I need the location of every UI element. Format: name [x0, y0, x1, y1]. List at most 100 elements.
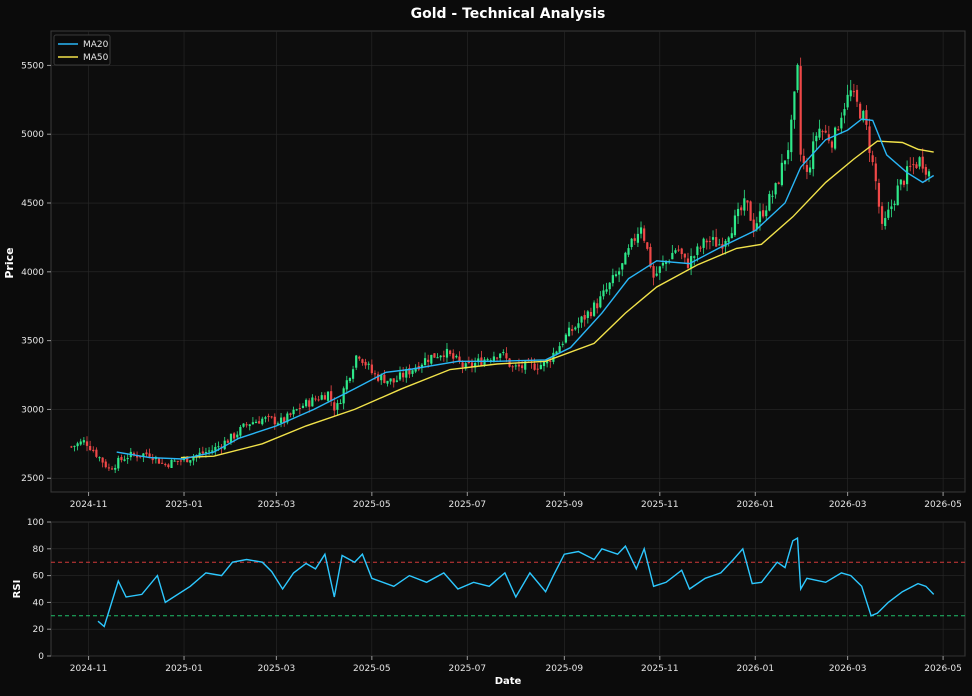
candle-body — [495, 357, 499, 359]
candle-body — [198, 452, 201, 455]
candle-body — [351, 369, 355, 379]
candle-body — [680, 248, 683, 255]
candle-body — [621, 263, 624, 270]
candle-body — [110, 468, 114, 470]
rsi-x-tick-label: 2025-01 — [165, 664, 203, 674]
candle-body — [871, 155, 874, 163]
rsi-x-tick-label: 2026-05 — [924, 664, 962, 674]
x-axis-label: Date — [495, 676, 522, 687]
candle-body — [693, 256, 696, 258]
price-plot-area — [50, 30, 966, 493]
candle-body — [502, 351, 505, 353]
candle-body — [921, 156, 924, 169]
candle-body — [70, 446, 73, 448]
candle-body — [711, 237, 715, 240]
candle-body — [370, 364, 373, 374]
candle-body — [859, 103, 862, 119]
candle-body — [358, 356, 361, 359]
candle-body — [317, 399, 320, 401]
rsi-y-tick-label: 20 — [33, 625, 45, 635]
candle-body — [674, 250, 677, 253]
candle-body — [311, 397, 314, 407]
candle-body — [708, 240, 711, 242]
price-x-tick-label: 2025-05 — [353, 500, 391, 510]
candle-body — [865, 110, 868, 125]
candle-body — [880, 206, 884, 224]
candle-body — [736, 208, 740, 217]
candle-body — [292, 409, 295, 415]
candle-body — [646, 242, 649, 249]
price-x-tick-label: 2026-03 — [829, 500, 867, 510]
candle-body — [339, 403, 342, 405]
price-y-axis-label: Price — [3, 247, 16, 278]
rsi-x-ticks: 2024-11 2025-01 2025-03 2025-05 2025-07 2025-… — [70, 656, 962, 674]
candle-body — [893, 203, 896, 206]
candle-body — [661, 262, 665, 266]
price-panel: 2500 3000 3500 4000 4500 5000 5500 2024-11 2025… — [3, 30, 966, 510]
candle-body — [348, 378, 352, 382]
candle-body — [896, 185, 899, 206]
candle-body — [157, 458, 161, 464]
candle-body — [229, 433, 233, 443]
candle-body — [912, 164, 915, 166]
candle-body — [639, 227, 643, 234]
candle-body — [599, 296, 602, 308]
candle-body — [204, 452, 208, 454]
candle-body — [176, 460, 179, 462]
candle-body — [915, 164, 918, 169]
candle-body — [145, 452, 148, 455]
price-y-tick-label: 4500 — [21, 199, 44, 209]
candle-body — [477, 358, 480, 363]
candle-body — [448, 350, 452, 355]
candle-body — [107, 467, 111, 469]
rsi-grid — [51, 521, 965, 657]
candle-body — [439, 355, 442, 358]
candle-body — [305, 399, 308, 407]
candle-body — [664, 260, 668, 264]
candle-body — [715, 237, 718, 247]
candle-body — [236, 434, 239, 438]
candle-body — [696, 246, 699, 256]
price-y-tick-label: 5000 — [21, 130, 44, 140]
candle-body — [101, 457, 104, 463]
candle-body — [442, 355, 445, 357]
candle-body — [649, 246, 652, 267]
rsi-panel: 0 20 40 60 80 100 2024-11 2025-01 2025-03 2025-0… — [12, 518, 966, 687]
price-x-tick-label: 2024-11 — [70, 500, 108, 510]
candle-body — [333, 402, 336, 411]
candle-body — [117, 457, 120, 469]
candle-body — [567, 327, 571, 337]
rsi-x-tick-label: 2025-03 — [258, 664, 296, 674]
candle-body — [743, 198, 746, 211]
candle-body — [630, 238, 633, 248]
candle-body — [614, 274, 618, 277]
candle-body — [799, 66, 802, 155]
candle-body — [104, 461, 107, 468]
candle-body — [73, 445, 76, 447]
candle-body — [261, 418, 264, 425]
candle-body — [655, 273, 658, 276]
candle-body — [411, 370, 414, 374]
candle-body — [605, 289, 608, 292]
candle-body — [492, 356, 496, 362]
candle-body — [627, 248, 630, 255]
price-y-tick-label: 4000 — [21, 268, 44, 278]
candle-body — [852, 91, 855, 93]
candle-body — [342, 388, 345, 404]
candle-body — [226, 440, 229, 443]
rsi-plot-area — [50, 521, 966, 657]
candle-body — [455, 355, 458, 358]
candle-body — [408, 368, 411, 375]
candle-body — [364, 361, 367, 366]
candle-body — [423, 358, 427, 366]
candle-body — [752, 219, 755, 232]
candle-body — [323, 395, 326, 400]
candle-body — [214, 446, 217, 451]
candle-body — [774, 183, 777, 195]
candle-body — [887, 209, 890, 218]
price-x-tick-label: 2025-03 — [258, 500, 296, 510]
candle-body — [733, 215, 737, 236]
candle-body — [289, 413, 292, 415]
candle-body — [749, 201, 752, 221]
candle-body — [330, 391, 333, 401]
